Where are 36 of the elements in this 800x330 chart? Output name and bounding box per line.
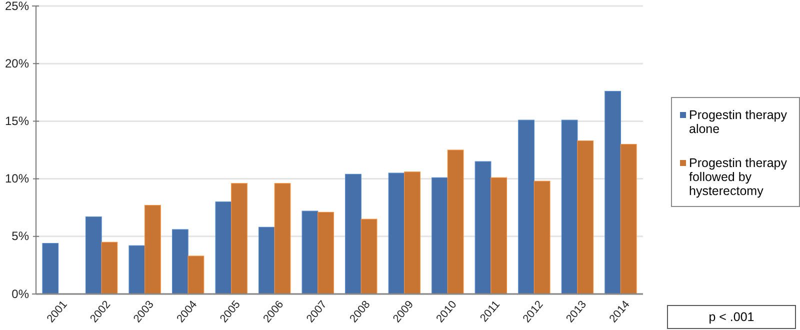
- bar: [620, 144, 637, 294]
- y-tick-label: 5%: [12, 229, 30, 244]
- bar: [490, 177, 508, 294]
- bar: [258, 226, 275, 294]
- bar: [534, 180, 550, 294]
- bar: [432, 177, 448, 294]
- bar: [404, 172, 420, 294]
- bar: [274, 183, 291, 294]
- y-tick-label: 25%: [4, 0, 30, 13]
- bar: [388, 172, 405, 294]
- y-tick-label: 0%: [12, 286, 30, 301]
- bar: [345, 174, 362, 294]
- bar: [42, 243, 59, 294]
- legend-label: Progestin therapy alone: [689, 108, 788, 136]
- bar: [360, 218, 378, 294]
- y-tick-label: 10%: [4, 172, 30, 186]
- bar: [172, 229, 188, 294]
- y-tick-label: 15%: [4, 114, 30, 128]
- bar: [518, 120, 534, 294]
- bar: [188, 256, 204, 294]
- text: p < .001: [667, 305, 796, 329]
- bar: [144, 204, 161, 294]
- bar: [128, 245, 146, 294]
- bar: [447, 150, 464, 294]
- bar: [577, 140, 594, 294]
- bar: [302, 210, 318, 294]
- bar: [215, 202, 232, 294]
- legend-label: Progestin therapy followed by hysterectomy: [689, 156, 788, 198]
- bar: [85, 216, 102, 294]
- bar: [231, 183, 248, 294]
- bar: [561, 120, 578, 294]
- bar: [474, 161, 492, 294]
- bar: [604, 90, 622, 294]
- y-tick-label: 20%: [4, 56, 30, 70]
- bar: [101, 242, 118, 294]
- bar: [318, 212, 334, 294]
